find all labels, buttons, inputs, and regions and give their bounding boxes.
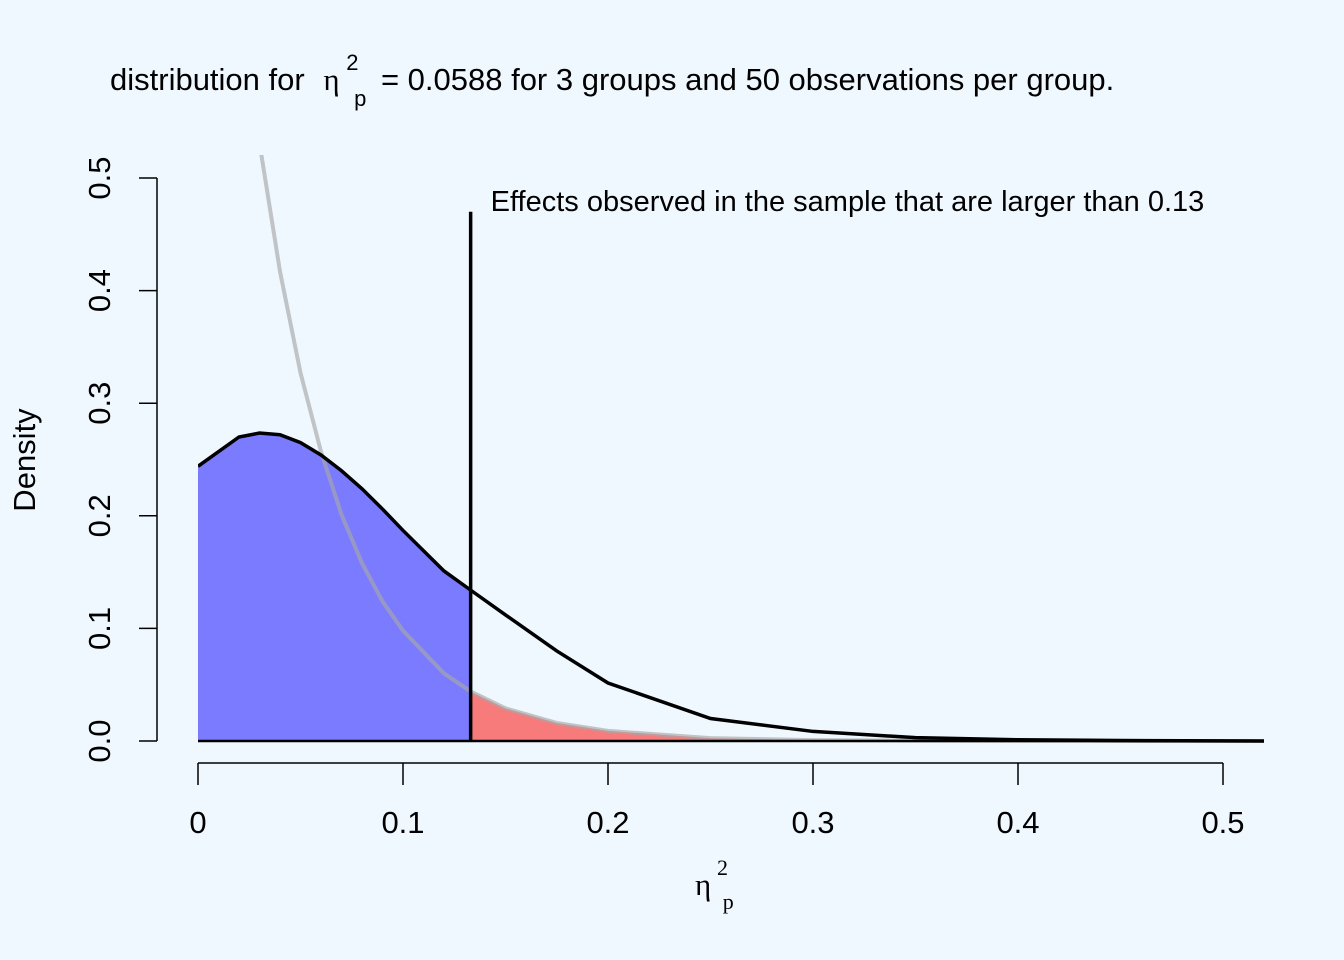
x-axis-label: η 2 p	[695, 847, 736, 914]
annotation: Effects observed in the sample that are …	[491, 186, 1205, 218]
y-tick-label: 0.4	[82, 269, 117, 312]
density-fill	[198, 433, 471, 741]
title-text: distribution for	[110, 62, 305, 97]
title-superscript: 2	[346, 50, 358, 75]
title-subscript: p	[354, 86, 366, 111]
y-tick-label: 0.2	[82, 494, 117, 537]
x-tick-label: 0.3	[791, 805, 834, 840]
title-symbol: η	[323, 62, 339, 97]
x-label-subscript: p	[723, 889, 734, 914]
x-label-symbol: η	[695, 867, 711, 902]
x-tick-label: 0.2	[586, 805, 629, 840]
density-fill	[470, 691, 1264, 741]
x-tick-label: 0.4	[996, 805, 1039, 840]
y-tick-label: 0.1	[82, 607, 117, 650]
y-axis-label: Density	[7, 408, 42, 512]
x-tick-label: 0.5	[1201, 805, 1244, 840]
density-line	[198, 431, 1264, 743]
x-tick-label: 0.1	[381, 805, 424, 840]
title-text: = 0.0588 for 3 groups and 50 observation…	[381, 62, 1114, 97]
x-tick-label: 0	[189, 805, 206, 840]
y-tick-label: 0.5	[82, 156, 117, 199]
chart-title: distribution for η 2 p = 0.0588 for 3 gr…	[110, 42, 1114, 113]
x-label-superscript: 2	[717, 855, 728, 880]
y-tick-label: 0.3	[82, 382, 117, 425]
y-tick-label: 0.0	[82, 719, 117, 762]
